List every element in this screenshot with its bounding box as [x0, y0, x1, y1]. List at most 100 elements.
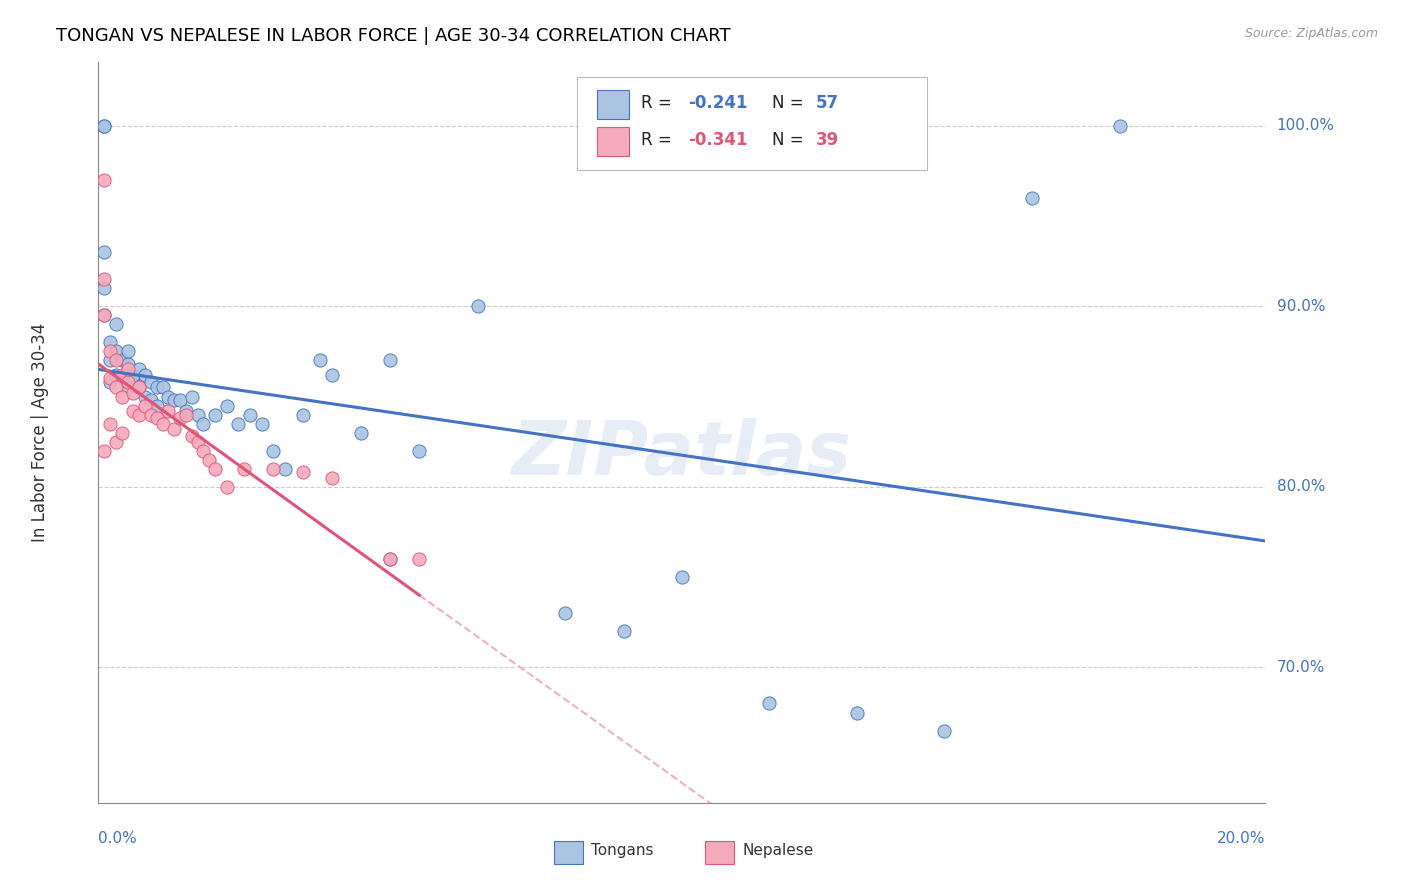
- Point: [93, 308, 115, 322]
- Point: [408, 552, 430, 566]
- Point: [104, 344, 127, 359]
- Point: [198, 452, 221, 467]
- Bar: [554, 840, 582, 864]
- Point: [193, 443, 215, 458]
- Point: [104, 318, 127, 332]
- Point: [758, 697, 780, 711]
- Point: [274, 461, 297, 475]
- Point: [117, 362, 139, 376]
- Point: [93, 443, 115, 458]
- Point: [93, 245, 115, 260]
- Point: [215, 399, 238, 413]
- Bar: [596, 127, 630, 156]
- Point: [104, 380, 127, 394]
- Point: [846, 706, 869, 720]
- Point: [169, 411, 191, 425]
- Point: [1108, 119, 1130, 133]
- Point: [380, 552, 402, 566]
- Point: [93, 308, 115, 322]
- Point: [204, 408, 226, 422]
- Text: N =: N =: [772, 95, 808, 112]
- Point: [98, 353, 121, 368]
- Point: [291, 466, 314, 480]
- Point: [262, 461, 284, 475]
- Point: [139, 393, 162, 408]
- Text: 90.0%: 90.0%: [1277, 299, 1324, 314]
- Point: [134, 399, 156, 413]
- Point: [380, 353, 402, 368]
- Text: 0.0%: 0.0%: [98, 830, 138, 846]
- Point: [98, 417, 121, 431]
- Point: [128, 380, 150, 394]
- Point: [104, 368, 127, 382]
- Point: [128, 380, 150, 394]
- Point: [239, 408, 262, 422]
- Point: [146, 380, 169, 394]
- Point: [139, 408, 162, 422]
- Point: [187, 434, 209, 449]
- Point: [671, 570, 693, 584]
- Bar: [596, 90, 630, 120]
- Point: [128, 408, 150, 422]
- Point: [93, 272, 115, 286]
- Text: 39: 39: [815, 131, 839, 149]
- Text: 70.0%: 70.0%: [1277, 660, 1324, 675]
- Point: [612, 624, 634, 639]
- Point: [554, 606, 576, 620]
- Point: [321, 368, 343, 382]
- Point: [111, 368, 134, 382]
- Text: Source: ZipAtlas.com: Source: ZipAtlas.com: [1244, 27, 1378, 40]
- Point: [134, 368, 156, 382]
- Point: [1021, 191, 1043, 205]
- Text: -0.341: -0.341: [688, 131, 747, 149]
- FancyBboxPatch shape: [576, 78, 927, 169]
- Point: [98, 344, 121, 359]
- Text: 80.0%: 80.0%: [1277, 479, 1324, 494]
- Point: [233, 461, 256, 475]
- Point: [215, 480, 238, 494]
- Point: [139, 375, 162, 389]
- Point: [152, 417, 174, 431]
- Point: [93, 281, 115, 295]
- Point: [193, 417, 215, 431]
- Point: [122, 375, 145, 389]
- Point: [122, 368, 145, 382]
- Point: [98, 335, 121, 350]
- Point: [204, 461, 226, 475]
- Point: [93, 173, 115, 187]
- Point: [152, 380, 174, 394]
- Point: [111, 390, 134, 404]
- Text: Nepalese: Nepalese: [742, 844, 814, 858]
- Point: [262, 443, 284, 458]
- Point: [146, 399, 169, 413]
- Point: [146, 411, 169, 425]
- Point: [309, 353, 332, 368]
- Point: [157, 404, 180, 418]
- Text: 20.0%: 20.0%: [1218, 830, 1265, 846]
- Point: [117, 344, 139, 359]
- Point: [117, 380, 139, 394]
- Point: [111, 425, 134, 440]
- Point: [408, 443, 430, 458]
- Point: [934, 723, 956, 738]
- Text: N =: N =: [772, 131, 808, 149]
- Point: [111, 371, 134, 385]
- Point: [180, 390, 202, 404]
- Point: [93, 119, 115, 133]
- Point: [122, 385, 145, 400]
- Point: [117, 357, 139, 371]
- Point: [350, 425, 373, 440]
- Point: [98, 371, 121, 385]
- Point: [98, 375, 121, 389]
- Point: [104, 434, 127, 449]
- Point: [104, 353, 127, 368]
- Text: -0.241: -0.241: [688, 95, 747, 112]
- Point: [93, 119, 115, 133]
- Point: [157, 390, 180, 404]
- Point: [128, 362, 150, 376]
- Point: [163, 422, 186, 436]
- Text: TONGAN VS NEPALESE IN LABOR FORCE | AGE 30-34 CORRELATION CHART: TONGAN VS NEPALESE IN LABOR FORCE | AGE …: [56, 27, 731, 45]
- Text: R =: R =: [641, 95, 678, 112]
- Bar: [706, 840, 734, 864]
- Point: [380, 552, 402, 566]
